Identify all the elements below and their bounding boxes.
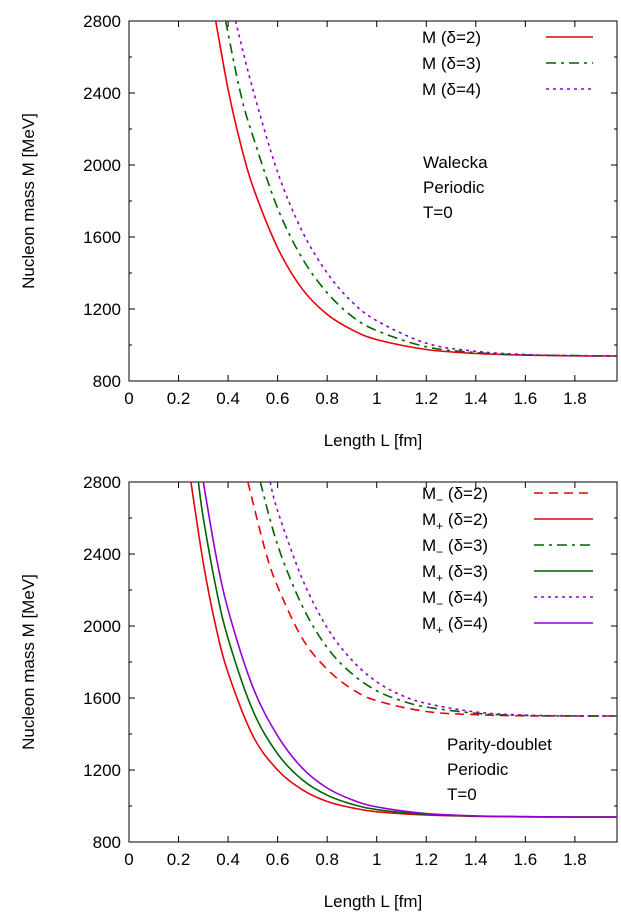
- series-curves: [214, 21, 617, 357]
- y-tick-labels: 800 1200 1600 2000 2400 2800: [83, 12, 121, 391]
- y-tick-label: 800: [93, 833, 121, 852]
- x-tick-label: 0.4: [216, 389, 240, 408]
- y-tick-label: 800: [93, 372, 121, 391]
- y-tick-label: 2400: [83, 84, 121, 103]
- series-line: [202, 482, 617, 818]
- x-tick-label: 0.8: [315, 850, 339, 869]
- axis-ticks: [128, 481, 617, 843]
- x-tick-label: 0: [124, 850, 133, 869]
- y-tick-label: 1200: [83, 300, 121, 319]
- x-tick-label: 1.4: [464, 850, 488, 869]
- x-tick-label: 0.6: [266, 850, 290, 869]
- x-axis-title: Length L [fm]: [324, 431, 423, 450]
- x-tick-label: 0.6: [266, 389, 290, 408]
- y-axis-title: Nucleon mass M [MeV]: [19, 113, 38, 289]
- annotation-line: Periodic: [423, 178, 485, 197]
- y-tick-label: 2400: [83, 545, 121, 564]
- legend-label: M− (δ=2): [422, 484, 488, 507]
- y-tick-label: 2000: [83, 156, 121, 175]
- annotation-line: T=0: [423, 203, 453, 222]
- legend: M (δ=2) M (δ=3) M (δ=4): [422, 28, 593, 99]
- x-tick-label: 1.2: [414, 850, 438, 869]
- series-line: [247, 482, 617, 717]
- x-tick-label: 0: [124, 389, 133, 408]
- annotation-line: Walecka: [423, 153, 488, 172]
- x-tick-label: 0.8: [315, 389, 339, 408]
- x-tick-label: 0.2: [167, 389, 191, 408]
- series-curves: [190, 482, 617, 818]
- legend: M− (δ=2) M+ (δ=2) M− (δ=3) M+ (δ=3) M− (δ=4)…: [422, 484, 593, 637]
- x-tick-label: 1: [372, 389, 381, 408]
- legend-label: M+ (δ=2): [422, 510, 488, 533]
- y-tick-label: 1200: [83, 761, 121, 780]
- series-line: [224, 21, 617, 357]
- series-line: [190, 482, 617, 818]
- axis-ticks: [128, 20, 617, 382]
- x-tick-labels: 0 0.2 0.4 0.6 0.8 1 1.2 1.4 1.6 1.8: [124, 389, 586, 408]
- annotation-line: T=0: [447, 785, 477, 804]
- series-line: [214, 21, 617, 357]
- x-axis-title: Length L [fm]: [324, 892, 423, 911]
- plot-frame: [128, 20, 618, 382]
- x-tick-label: 0.2: [167, 850, 191, 869]
- legend-label: M+ (δ=3): [422, 562, 488, 585]
- x-tick-label: 0.4: [216, 850, 240, 869]
- x-tick-label: 1.6: [514, 389, 538, 408]
- y-tick-labels: 800 1200 1600 2000 2400 2800: [83, 473, 121, 852]
- x-tick-labels: 0 0.2 0.4 0.6 0.8 1 1.2 1.4 1.6 1.8: [124, 850, 586, 869]
- x-tick-label: 1.4: [464, 389, 488, 408]
- plot-frame: [128, 481, 618, 843]
- x-tick-label: 1.6: [514, 850, 538, 869]
- legend-label: M+ (δ=4): [422, 614, 488, 637]
- legend-label: M (δ=4): [422, 80, 481, 99]
- annotation-text: Walecka Periodic T=0: [423, 153, 488, 222]
- y-tick-label: 1600: [83, 689, 121, 708]
- y-axis-title: Nucleon mass M [MeV]: [19, 574, 38, 750]
- y-tick-label: 2800: [83, 12, 121, 31]
- y-tick-label: 2800: [83, 473, 121, 492]
- y-tick-label: 1600: [83, 228, 121, 247]
- series-line: [234, 21, 617, 357]
- legend-label: M (δ=2): [422, 28, 481, 47]
- annotation-text: Parity-doublet Periodic T=0: [447, 735, 552, 804]
- x-tick-label: 1.8: [563, 389, 587, 408]
- legend-label: M− (δ=3): [422, 536, 488, 559]
- chart-panel-walecka: 0 0.2 0.4 0.6 0.8 1 1.2 1.4 1.6 1.8 800 1200 1600 20…: [19, 12, 618, 450]
- x-tick-label: 1.8: [563, 850, 587, 869]
- y-tick-label: 2000: [83, 617, 121, 636]
- chart-panel-parity-doublet: 0 0.2 0.4 0.6 0.8 1 1.2 1.4 1.6 1.8 800 1200 1600 20…: [19, 473, 618, 911]
- annotation-line: Periodic: [447, 760, 509, 779]
- legend-label: M− (δ=4): [422, 588, 488, 611]
- x-tick-label: 1: [372, 850, 381, 869]
- x-tick-label: 1.2: [414, 389, 438, 408]
- legend-label: M (δ=3): [422, 54, 481, 73]
- annotation-line: Parity-doublet: [447, 735, 552, 754]
